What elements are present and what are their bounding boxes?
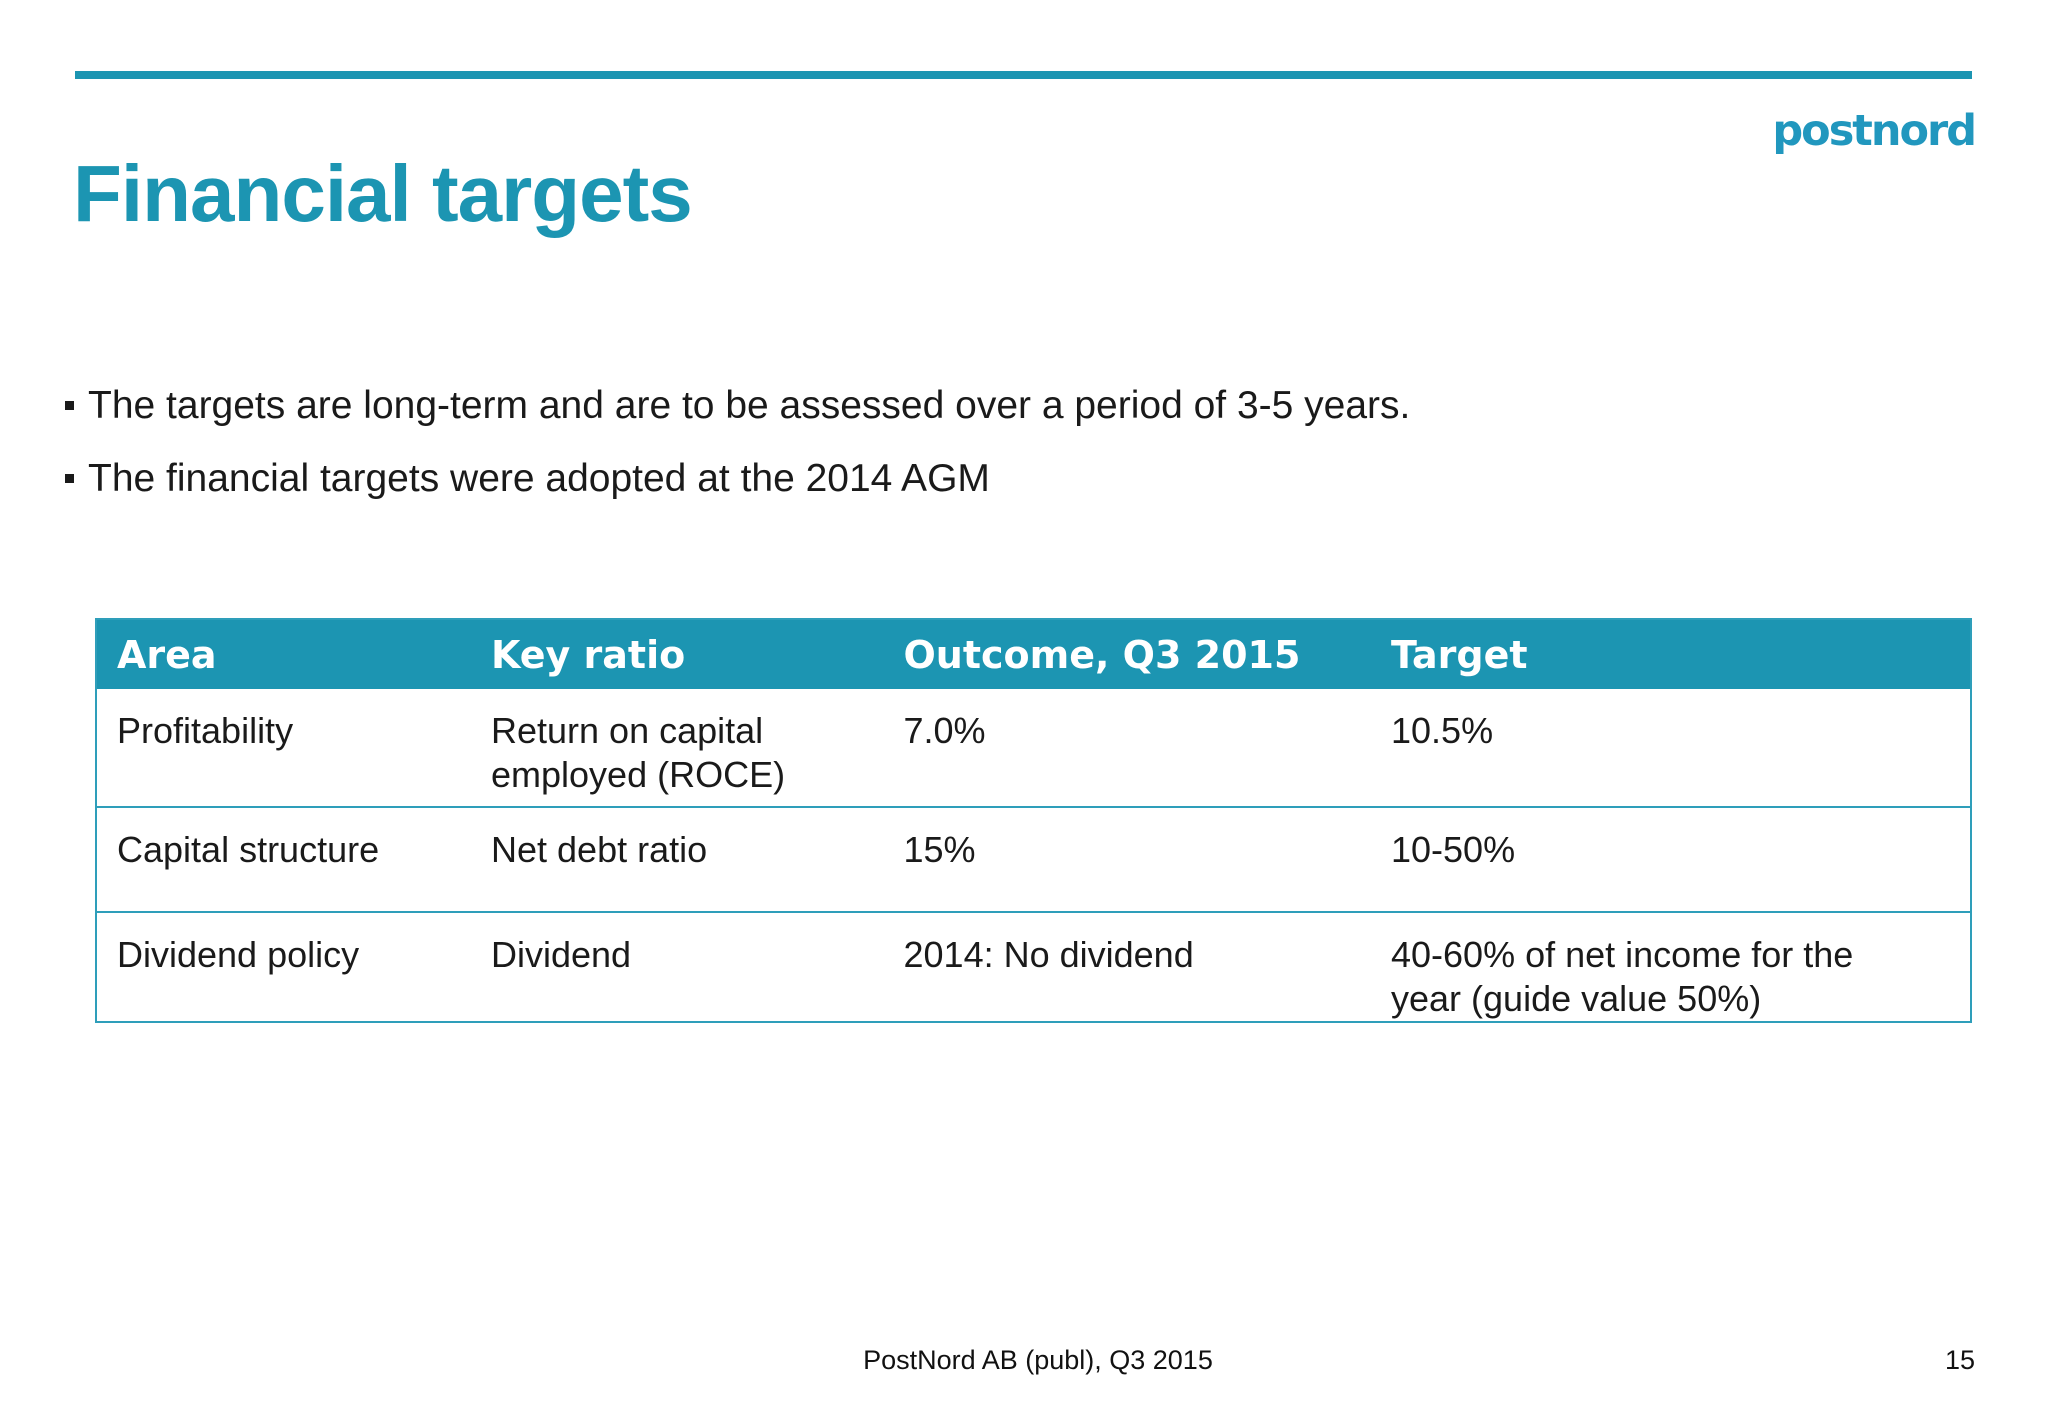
column-header-outcome: Outcome, Q3 2015: [883, 619, 1371, 689]
cell-target: 10.5%: [1371, 689, 1971, 807]
cell-outcome: 2014: No dividend: [883, 911, 1371, 1022]
list-item: The financial targets were adopted at th…: [65, 457, 1965, 501]
page-title: Financial targets: [73, 148, 693, 238]
cell-outcome: 15%: [883, 806, 1371, 912]
bullet-list: The targets are long-term and are to be …: [65, 384, 1965, 530]
table-row: Dividend policy Dividend 2014: No divide…: [96, 911, 1971, 1022]
cell-area: Capital structure: [96, 806, 471, 912]
cell-key-ratio: Return on capital employed (ROCE): [471, 689, 884, 807]
cell-area: Profitability: [96, 689, 471, 807]
postnord-logo: postnord: [1772, 106, 1977, 156]
column-header-key-ratio: Key ratio: [471, 619, 884, 689]
bullet-text: The financial targets were adopted at th…: [88, 457, 990, 500]
financial-targets-table: Area Key ratio Outcome, Q3 2015 Target P…: [95, 618, 1972, 1023]
square-bullet-icon: [65, 401, 74, 410]
bullet-text: The targets are long-term and are to be …: [88, 384, 1411, 427]
cell-target: 10-50%: [1371, 806, 1971, 912]
column-header-area: Area: [96, 619, 471, 689]
table-row: Profitability Return on capital employed…: [96, 689, 1971, 807]
cell-key-ratio: Net debt ratio: [471, 806, 884, 912]
footer-caption: PostNord AB (publ), Q3 2015: [863, 1345, 1213, 1375]
table-row: Capital structure Net debt ratio 15% 10-…: [96, 806, 1971, 912]
list-item: The targets are long-term and are to be …: [65, 384, 1965, 428]
page-number: 15: [1944, 1345, 1975, 1375]
top-accent-rule: [75, 71, 1972, 79]
table-header-row: Area Key ratio Outcome, Q3 2015 Target: [96, 619, 1971, 689]
square-bullet-icon: [65, 474, 74, 483]
cell-target: 40-60% of net income for the year (guide…: [1371, 911, 1971, 1022]
cell-key-ratio: Dividend: [471, 911, 884, 1022]
cell-outcome: 7.0%: [883, 689, 1371, 807]
column-header-target: Target: [1371, 619, 1971, 689]
cell-area: Dividend policy: [96, 911, 471, 1022]
